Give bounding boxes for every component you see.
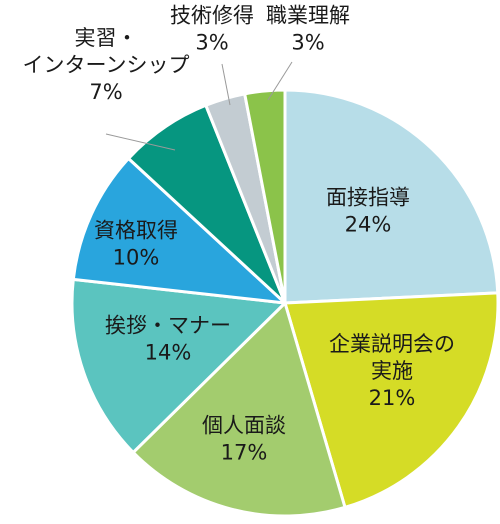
- pie-slice: [131, 301, 347, 518]
- slice-percent: 3%: [291, 31, 324, 55]
- slice-label: 面接指導 24%: [326, 186, 410, 237]
- slice-label: 企業説明会の実施 21%: [329, 332, 455, 410]
- slice-name: 職業理解: [266, 4, 350, 28]
- pie-slice: [283, 88, 500, 305]
- slice-percent: 3%: [195, 31, 228, 55]
- slice-percent: 17%: [221, 441, 268, 465]
- slice-label: 個人面談 17%: [202, 414, 286, 465]
- pie-slice: [71, 156, 287, 305]
- slice-name: 個人面談: [202, 414, 286, 438]
- slice-label: 実習・インターンシップ 7%: [23, 26, 190, 104]
- slice-label: 職業理解 3%: [266, 4, 350, 55]
- slice-percent: 7%: [89, 80, 122, 104]
- slice-name: 面接指導: [326, 186, 410, 210]
- leader-line: [105, 133, 176, 151]
- slice-name: 技術修得: [170, 4, 254, 28]
- slice-percent: 24%: [345, 213, 392, 237]
- slice-percent: 14%: [145, 341, 192, 365]
- pie-slice: [70, 277, 287, 454]
- leader-lines: [105, 61, 293, 151]
- slice-name: 実施: [371, 359, 413, 383]
- slice-labels: 面接指導 24% 企業説明会の実施 21% 個人面談 17% 挨拶・マナー 14% 資格取得 10…: [23, 4, 455, 465]
- slice-label: 資格取得 10%: [94, 219, 178, 270]
- slice-name: 挨拶・マナー: [105, 314, 231, 338]
- slice-percent: 21%: [369, 386, 416, 410]
- slice-label: 技術修得 3%: [170, 4, 254, 55]
- leader-line: [221, 63, 231, 106]
- slice-name: インターンシップ: [23, 53, 190, 77]
- slice-name: 実習・: [75, 26, 138, 50]
- slice-percent: 10%: [113, 246, 160, 270]
- pie-slices: [70, 88, 500, 518]
- slice-name: 資格取得: [94, 219, 178, 243]
- pie-slice: [243, 88, 287, 305]
- slice-name: 企業説明会の: [329, 332, 455, 356]
- pie-slice: [283, 291, 500, 509]
- leader-line: [267, 61, 293, 101]
- slice-label: 挨拶・マナー 14%: [105, 314, 231, 365]
